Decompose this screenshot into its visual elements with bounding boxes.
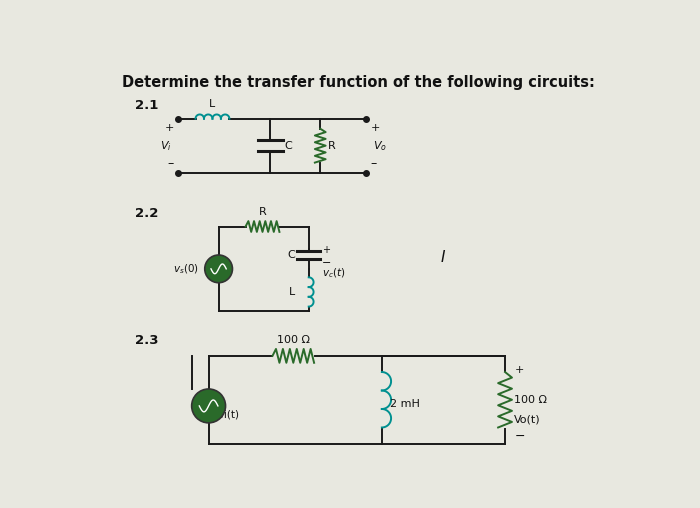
- Text: +: +: [164, 122, 174, 133]
- Text: +: +: [370, 122, 379, 133]
- Text: +: +: [514, 365, 524, 375]
- Text: Vo(t): Vo(t): [514, 414, 541, 424]
- Circle shape: [204, 255, 232, 283]
- Text: +: +: [322, 245, 330, 255]
- Text: Determine the transfer function of the following circuits:: Determine the transfer function of the f…: [122, 75, 595, 90]
- Text: 100 Ω: 100 Ω: [276, 335, 310, 345]
- Text: –: –: [168, 157, 174, 170]
- Text: L: L: [288, 287, 295, 297]
- Text: $V_o$: $V_o$: [372, 139, 386, 152]
- Text: −: −: [322, 258, 331, 268]
- Text: R: R: [328, 141, 336, 151]
- Text: 2 mH: 2 mH: [389, 399, 419, 408]
- Text: −: −: [514, 429, 525, 442]
- Text: Vi(t): Vi(t): [218, 410, 240, 420]
- Circle shape: [192, 389, 225, 423]
- Text: 2.1: 2.1: [135, 100, 159, 112]
- Text: 2.2: 2.2: [135, 207, 159, 220]
- Text: 2.3: 2.3: [135, 334, 159, 347]
- Text: $V_i$: $V_i$: [160, 139, 172, 152]
- Text: R: R: [258, 207, 267, 217]
- Text: $v_c(t)$: $v_c(t)$: [322, 267, 345, 280]
- Text: C: C: [287, 250, 295, 260]
- Text: C: C: [284, 141, 292, 151]
- Text: 100 Ω: 100 Ω: [514, 395, 547, 405]
- Text: $v_s(0)$: $v_s(0)$: [174, 262, 199, 276]
- Text: $I$: $I$: [440, 249, 447, 265]
- Text: L: L: [209, 100, 216, 109]
- Text: –: –: [370, 157, 377, 170]
